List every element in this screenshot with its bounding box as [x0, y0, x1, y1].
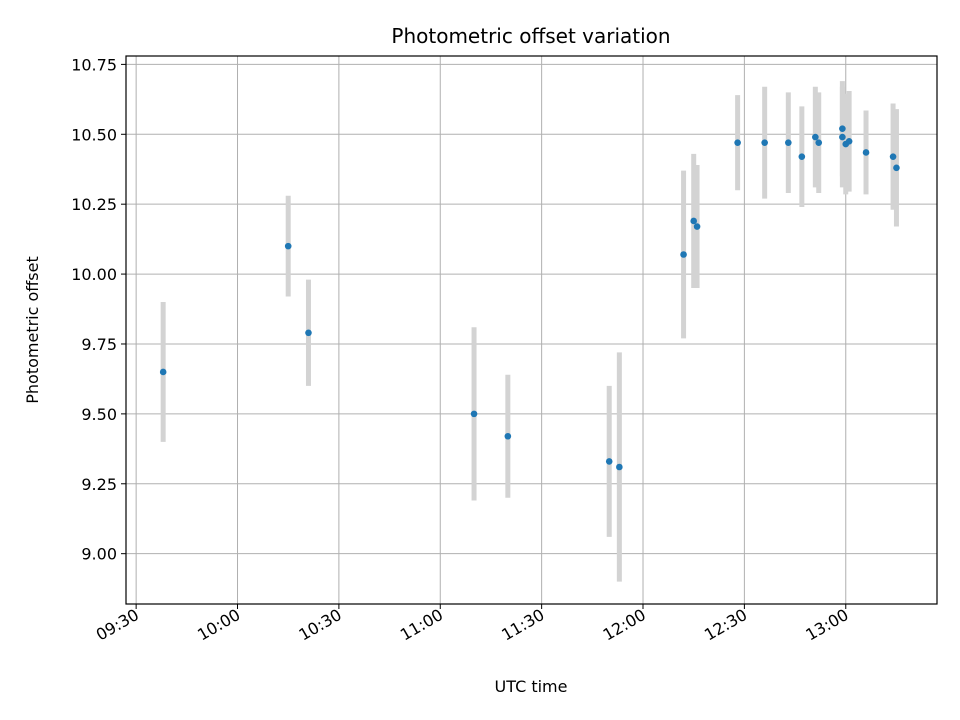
data-point	[605, 458, 613, 465]
y-tick-label: 10.00	[71, 265, 117, 284]
data-point	[616, 463, 623, 471]
y-tick-label: 9.00	[81, 545, 117, 564]
y-tick-label: 9.25	[81, 475, 117, 494]
x-axis-label: UTC time	[495, 677, 568, 696]
data-point	[693, 223, 701, 230]
data-point	[893, 164, 900, 172]
y-tick-label: 10.50	[71, 125, 117, 144]
data-point	[690, 217, 697, 225]
data-point	[798, 153, 806, 160]
data-point	[680, 251, 687, 258]
data-point	[812, 133, 819, 141]
data-point	[815, 139, 823, 146]
data-point	[470, 410, 478, 418]
chart-title: Photometric offset variation	[391, 24, 670, 48]
data-point	[159, 368, 167, 376]
y-axis-label: Photometric offset	[23, 256, 42, 404]
y-tick-label: 10.25	[71, 195, 117, 214]
data-point	[305, 329, 312, 337]
data-point	[862, 149, 870, 156]
data-point	[761, 139, 768, 146]
data-point	[734, 139, 741, 146]
data-point	[785, 139, 792, 146]
y-tick-label: 10.75	[71, 55, 117, 74]
data-point	[504, 432, 512, 440]
data-point	[889, 153, 897, 160]
data-point	[284, 242, 292, 250]
y-tick-label: 9.75	[81, 335, 117, 354]
plot-frame	[125, 55, 938, 605]
y-tick-label: 9.50	[81, 405, 117, 424]
marker-layer	[159, 125, 900, 471]
data-point	[839, 133, 846, 141]
data-point	[839, 125, 846, 132]
data-point	[845, 137, 853, 145]
